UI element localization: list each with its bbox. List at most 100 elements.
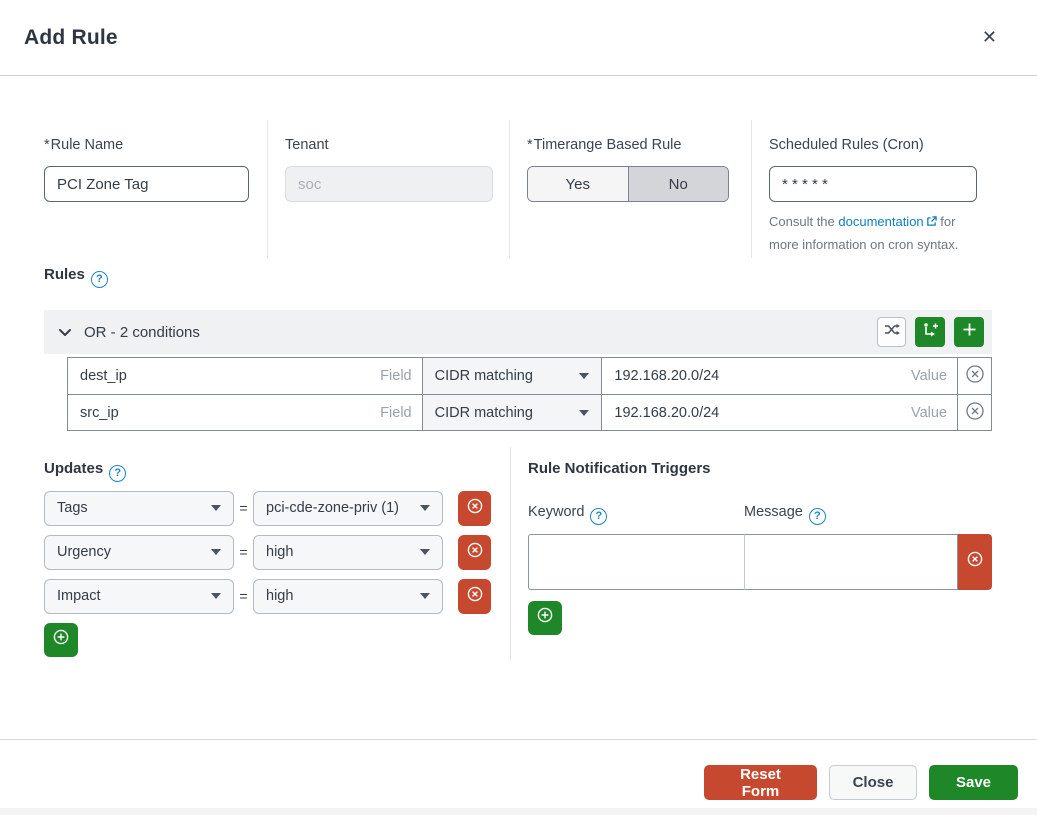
value-hint: Value [911, 404, 948, 421]
rules-help-icon[interactable]: ? [90, 270, 108, 288]
trigger-row [528, 533, 1013, 590]
notification-triggers-section: Rule Notification Triggers Keyword? Mess… [510, 447, 1013, 660]
chevron-down-icon[interactable] [58, 328, 72, 337]
page-background-strip [0, 808, 1037, 815]
keyword-label: Keyword? [528, 504, 744, 525]
message-input[interactable] [744, 533, 958, 590]
update-row: Urgency = high [44, 534, 510, 570]
condition-field-input[interactable]: dest_ip Field [80, 368, 412, 384]
updates-help-icon[interactable]: ? [109, 464, 127, 482]
notification-section-label: Rule Notification Triggers [528, 460, 711, 477]
update-row: Impact = high [44, 578, 510, 614]
keyword-help-icon[interactable]: ? [590, 507, 608, 525]
timerange-yes-option[interactable]: Yes [528, 167, 629, 201]
circled-x-icon [965, 401, 985, 425]
page-title: Add Rule [24, 25, 118, 49]
equals-sign: = [239, 588, 248, 604]
tree-add-icon [922, 322, 939, 343]
external-link-icon [926, 212, 937, 234]
condition-value-input[interactable]: 192.168.20.0/24 Value [614, 404, 948, 421]
cron-column: Scheduled Rules (Cron) Consult the docum… [751, 120, 1013, 258]
circled-x-icon [466, 541, 484, 564]
plus-icon [962, 322, 977, 342]
rules-section-label: Rules [44, 266, 85, 283]
message-help-icon[interactable]: ? [808, 507, 826, 525]
update-field-select[interactable]: Tags [44, 490, 234, 526]
modal-body: *Rule Name Tenant *Timerange Based Rule … [0, 76, 1037, 739]
caret-down-icon [420, 593, 430, 599]
rule-group-actions [877, 317, 984, 347]
circled-x-icon [466, 585, 484, 608]
caret-down-icon [211, 505, 221, 511]
add-group-button[interactable] [915, 317, 945, 347]
add-trigger-button[interactable] [528, 600, 562, 635]
caret-down-icon [211, 593, 221, 599]
delete-update-button[interactable] [458, 534, 491, 570]
timerange-column: *Timerange Based Rule Yes No [509, 120, 751, 258]
rule-group-bar: OR - 2 conditions [44, 310, 992, 354]
documentation-link[interactable]: documentation [838, 214, 924, 229]
update-value-select[interactable]: pci-cde-zone-priv (1) [253, 490, 443, 526]
notification-labels-row: Keyword? Message? [528, 504, 1013, 525]
condition-value-input[interactable]: 192.168.20.0/24 Value [614, 368, 948, 384]
close-button[interactable]: Close [829, 765, 917, 800]
split-arrows-icon [884, 322, 900, 342]
tenant-column: Tenant [267, 120, 509, 258]
condition-field-input[interactable]: src_ip Field [80, 404, 412, 421]
circled-plus-icon [536, 606, 554, 629]
message-label: Message? [744, 504, 826, 525]
update-value-select[interactable]: high [253, 534, 443, 570]
change-operator-button[interactable] [877, 317, 906, 347]
caret-down-icon [211, 549, 221, 555]
delete-trigger-button[interactable] [958, 533, 992, 590]
cron-label: Scheduled Rules (Cron) [769, 137, 924, 153]
circled-x-icon [965, 364, 985, 388]
update-field-select[interactable]: Impact [44, 578, 234, 614]
updates-section: Updates? Tags = pci-cde-zone-priv (1) [24, 447, 510, 660]
remove-condition-button[interactable] [957, 358, 991, 394]
circled-plus-icon [52, 628, 70, 651]
close-icon[interactable]: ✕ [981, 27, 997, 47]
add-condition-button[interactable] [954, 317, 984, 347]
field-hint: Field [380, 368, 412, 384]
keyword-input[interactable] [528, 533, 744, 590]
conditions-table: dest_ip Field CIDR matching 192.168.20.0… [67, 357, 992, 431]
tenant-label: Tenant [285, 137, 329, 153]
reset-form-button[interactable]: Reset Form [704, 765, 817, 800]
caret-down-icon [579, 373, 590, 379]
caret-down-icon [420, 505, 430, 511]
condition-row: src_ip Field CIDR matching 192.168.20.0/… [68, 394, 991, 430]
save-button[interactable]: Save [929, 765, 1018, 800]
remove-condition-button[interactable] [957, 395, 991, 430]
add-update-button[interactable] [44, 622, 78, 657]
lower-section: Updates? Tags = pci-cde-zone-priv (1) [24, 447, 1013, 660]
modal-footer: Reset Form Close Save [0, 739, 1037, 808]
rule-name-column: *Rule Name [24, 120, 267, 258]
field-hint: Field [380, 404, 412, 421]
cron-input[interactable] [769, 166, 977, 202]
update-row: Tags = pci-cde-zone-priv (1) [44, 490, 510, 526]
top-form-grid: *Rule Name Tenant *Timerange Based Rule … [24, 120, 1013, 258]
timerange-no-option[interactable]: No [628, 167, 728, 201]
timerange-toggle: Yes No [527, 166, 729, 202]
equals-sign: = [239, 500, 248, 516]
update-field-select[interactable]: Urgency [44, 534, 234, 570]
timerange-label: *Timerange Based Rule [527, 137, 682, 153]
rule-name-label: *Rule Name [44, 137, 124, 153]
condition-operator-select[interactable]: CIDR matching [421, 358, 603, 394]
value-hint: Value [911, 368, 948, 384]
rules-section-header: Rules? [44, 266, 1013, 288]
modal-header: Add Rule ✕ [0, 0, 1037, 76]
update-value-select[interactable]: high [253, 578, 443, 614]
condition-operator-select[interactable]: CIDR matching [421, 395, 603, 430]
updates-section-label: Updates [44, 460, 104, 477]
delete-update-button[interactable] [458, 490, 491, 526]
footer-buttons: Reset Form Close Save [0, 740, 1037, 808]
condition-row: dest_ip Field CIDR matching 192.168.20.0… [68, 358, 991, 394]
circled-x-icon [966, 550, 984, 573]
circled-x-icon [466, 497, 484, 520]
delete-update-button[interactable] [458, 578, 491, 614]
rule-name-input[interactable] [44, 166, 249, 202]
caret-down-icon [579, 409, 590, 416]
